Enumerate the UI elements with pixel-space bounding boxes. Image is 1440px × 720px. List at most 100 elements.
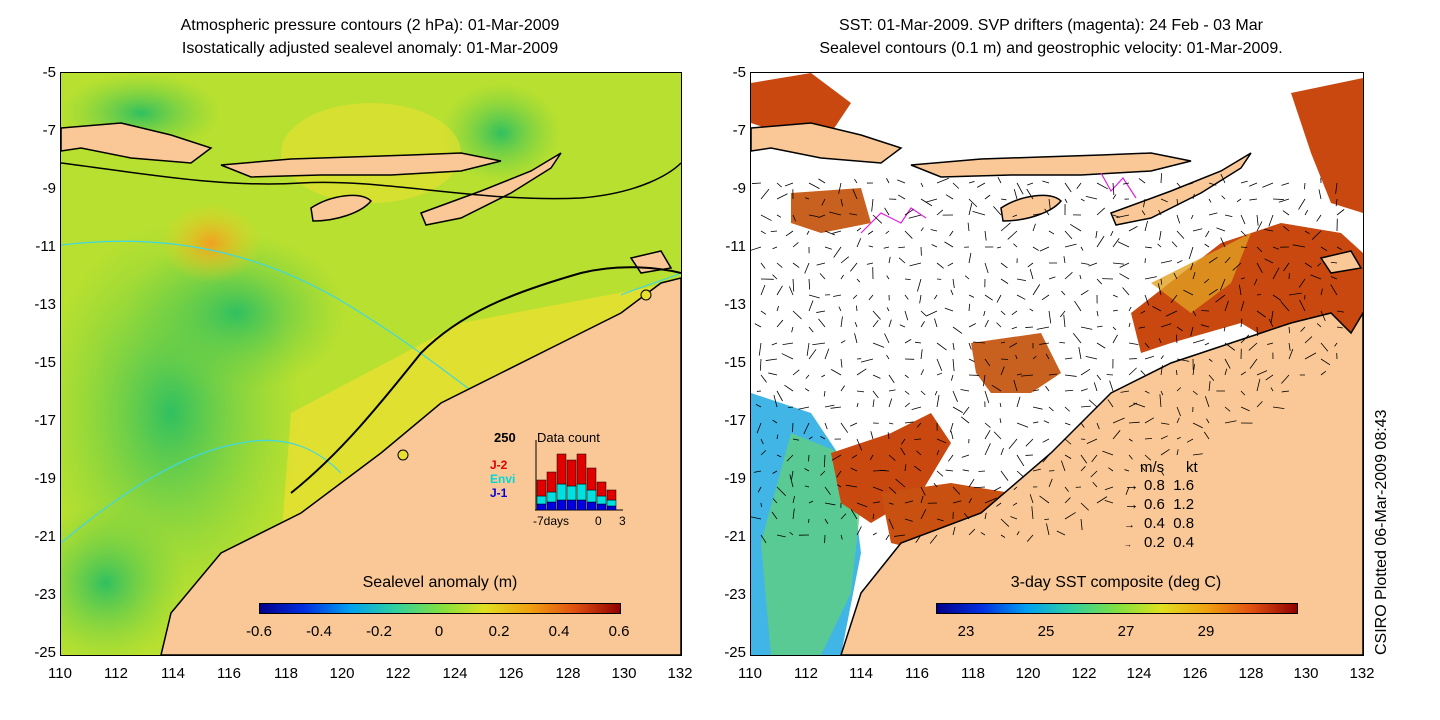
- velocity-vector: [1016, 531, 1020, 536]
- velocity-vector: [888, 422, 894, 425]
- velocity-vector: [952, 500, 962, 504]
- velocity-vector: [751, 182, 762, 184]
- velocity-vector: [904, 374, 909, 379]
- velocity-vector: [845, 484, 858, 488]
- right-x-tick: 130: [1293, 665, 1319, 682]
- velocity-vector: [1317, 262, 1322, 267]
- velocity-vector: [1188, 246, 1194, 260]
- velocity-vector: [819, 273, 826, 280]
- velocity-vector: [1192, 228, 1203, 232]
- velocity-vector: [1048, 198, 1051, 211]
- velocity-vector: [1272, 246, 1280, 250]
- velocity-vector: [895, 478, 906, 488]
- velocity-vector: [1025, 326, 1034, 328]
- velocity-vector: [791, 470, 794, 480]
- velocity-vector: [888, 486, 897, 494]
- velocity-vector: [1336, 209, 1345, 216]
- velocity-vector: [1310, 274, 1322, 280]
- velocity-vector: [968, 303, 971, 312]
- left-x-tick: 116: [217, 665, 241, 682]
- velocity-vector: [1160, 390, 1164, 396]
- velocity-vector: [804, 197, 810, 200]
- velocity-vector: [1016, 182, 1024, 195]
- velocity-vector: [904, 390, 910, 395]
- velocity-vector: [1015, 354, 1018, 360]
- velocity-vector: [792, 369, 800, 376]
- velocity-vector: [1160, 365, 1163, 376]
- velocity-vector: [1045, 385, 1050, 392]
- velocity-vector: [1292, 244, 1306, 248]
- velocity-vector: [978, 470, 986, 472]
- velocity-vector: [999, 402, 1002, 408]
- velocity-vector: [830, 369, 842, 376]
- velocity-vector: [1116, 214, 1130, 219]
- velocity-vector: [962, 469, 970, 472]
- velocity-vector: [963, 512, 970, 520]
- velocity-vector: [888, 518, 894, 530]
- velocity-vector: [1240, 318, 1243, 328]
- velocity-vector: [1256, 262, 1263, 273]
- left-y-tick: -11: [35, 238, 56, 255]
- velocity-vector: [840, 385, 845, 392]
- velocity-vector: [1175, 334, 1178, 344]
- right-title-line1: SST: 01-Mar-2009. SVP drifters (magenta)…: [839, 17, 1263, 34]
- velocity-vector: [887, 432, 890, 440]
- velocity-vector: [776, 285, 783, 296]
- velocity-vector: [1249, 198, 1258, 201]
- velocity-vector: [952, 358, 955, 372]
- velocity-vector: [1192, 364, 1196, 376]
- velocity-vector: [1088, 262, 1098, 267]
- velocity-vector: [885, 230, 890, 235]
- velocity-vector: [1224, 406, 1231, 412]
- velocity-vector: [856, 368, 867, 376]
- velocity-vector: [1059, 341, 1066, 344]
- velocity-vector: [1281, 182, 1290, 186]
- velocity-vector: [920, 349, 923, 360]
- velocity-vector: [1048, 276, 1056, 280]
- velocity-vector: [936, 262, 944, 269]
- velocity-vector: [904, 518, 913, 522]
- data-count-legend-j2: J-2: [490, 458, 508, 472]
- velocity-vector: [760, 214, 772, 221]
- velocity-vector: [1265, 374, 1274, 381]
- histogram-bar: [586, 467, 597, 491]
- velocity-vector: [920, 495, 924, 504]
- velocity-vector: [776, 305, 779, 312]
- velocity-vector: [1091, 454, 1098, 463]
- velocity-vector: [1144, 220, 1148, 232]
- velocity-vector: [830, 406, 842, 409]
- velocity-vector: [1074, 300, 1082, 312]
- data-count-x-label: -7days: [533, 514, 570, 528]
- velocity-vector: [1160, 435, 1168, 440]
- right-x-tick: 126: [1182, 665, 1208, 682]
- histogram-bar: [576, 483, 587, 501]
- velocity-vector: [993, 486, 1002, 492]
- velocity-vector: [824, 404, 835, 408]
- velocity-vector: [1013, 243, 1018, 248]
- velocity-vector: [872, 374, 881, 379]
- velocity-vector: [856, 390, 865, 393]
- velocity-vector: [770, 230, 778, 232]
- velocity-vector: [808, 436, 813, 440]
- velocity-vector: [1133, 402, 1146, 408]
- left-title-line1: Atmospheric pressure contours (2 hPa): 0…: [180, 17, 560, 34]
- left-y-tick: -9: [42, 180, 56, 197]
- velocity-vector: [1119, 262, 1130, 268]
- velocity-vector: [968, 528, 976, 536]
- velocity-vector: [984, 358, 991, 367]
- velocity-vector: [1013, 486, 1018, 491]
- velocity-vector: [1208, 381, 1211, 392]
- velocity-vector: [1304, 336, 1313, 344]
- velocity-vector: [1080, 454, 1088, 464]
- velocity-vector: [854, 178, 858, 184]
- velocity-vector: [776, 454, 782, 458]
- velocity-vector: [1256, 294, 1262, 296]
- velocity-vector: [1208, 374, 1215, 381]
- velocity-vector: [917, 278, 922, 292]
- histogram-bar: [536, 495, 547, 505]
- velocity-vector: [867, 230, 874, 235]
- velocity-vector: [1190, 214, 1194, 220]
- velocity-vector: [1159, 230, 1162, 241]
- velocity-vector: [1032, 406, 1043, 410]
- velocity-vector: [872, 501, 880, 504]
